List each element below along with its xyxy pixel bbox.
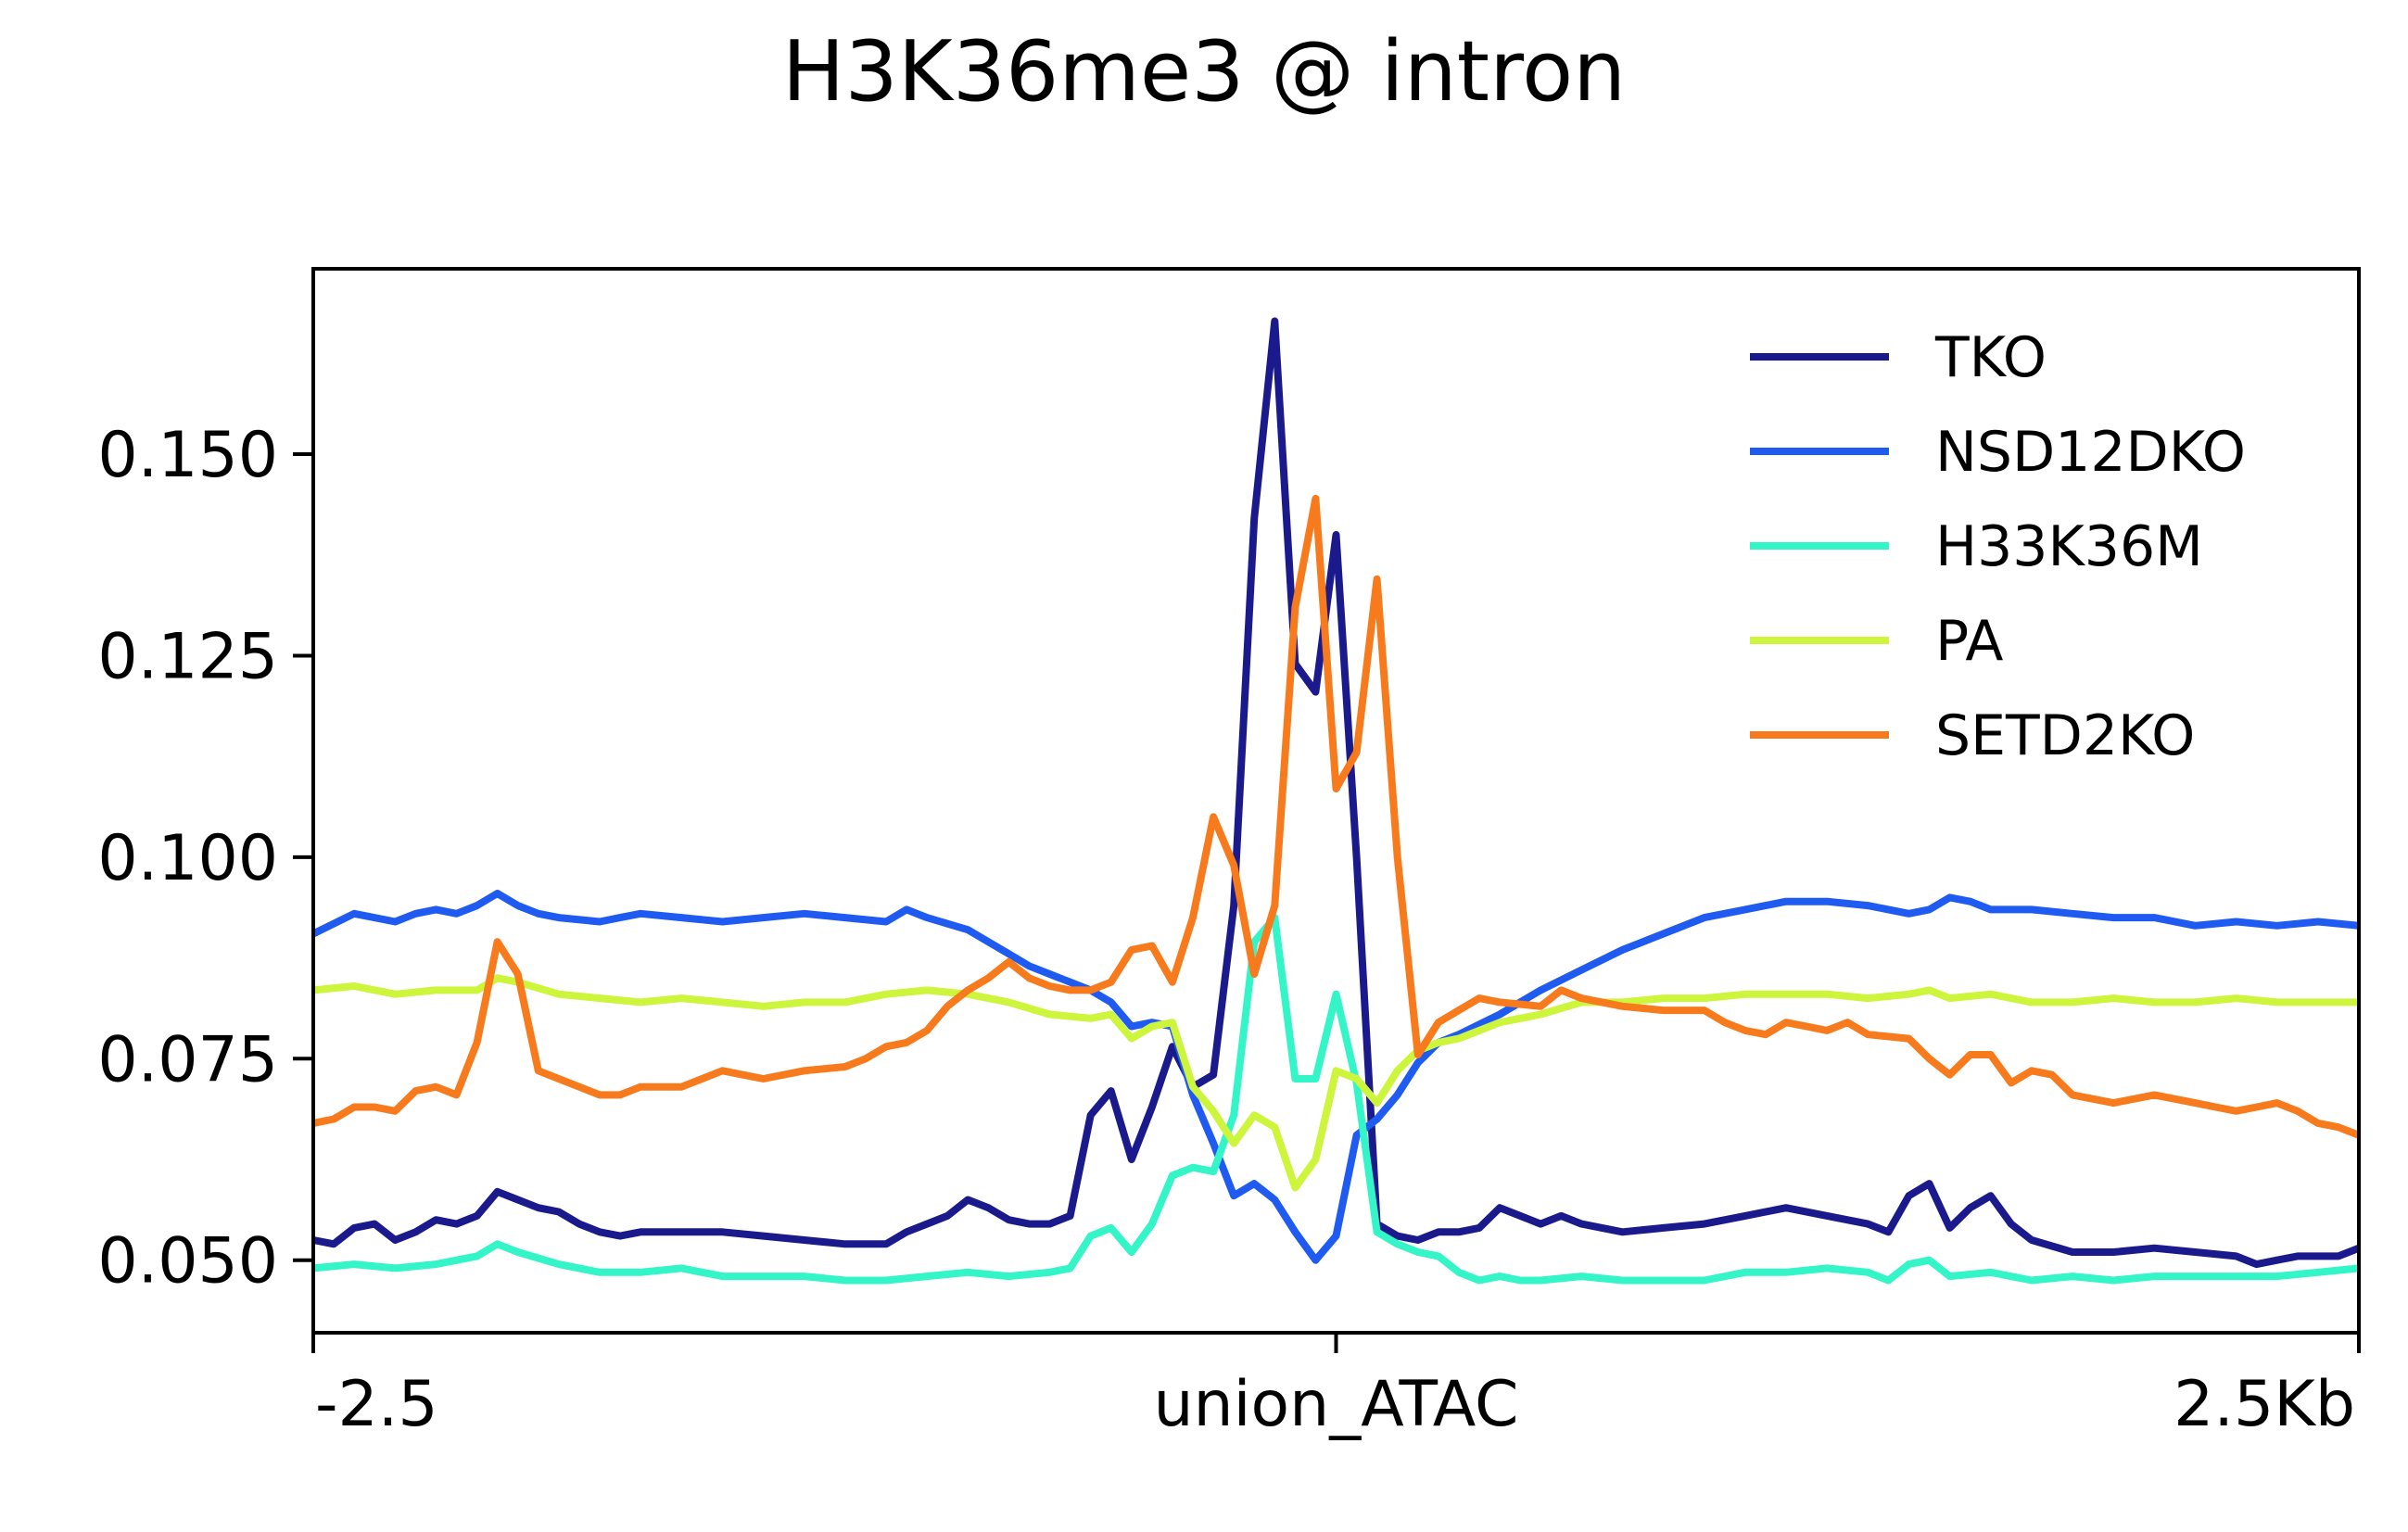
legend-label-tko: TKO [1934,325,2047,390]
series-line-pa [312,974,2359,1192]
series-line-h33k36m [312,914,2360,1285]
series-line-nsd12dko [311,890,2360,1264]
legend-label-nsd12dko: NSD12DKO [1935,420,2246,485]
y-tick-label: 0.100 [97,822,278,895]
legend-label-h33k36m: H33K36M [1935,514,2203,579]
legend-label-setd2ko: SETD2KO [1935,703,2195,768]
x-tick-label: 2.5Kb [2174,1368,2355,1441]
legend: TKO NSD12DKO H33K36M PA SETD2KO [1750,325,2246,768]
x-axis: -2.5 union_ATAC 2.5Kb [311,1333,2361,1441]
x-tick-label: union_ATAC [1153,1368,1518,1441]
plot-lines [311,317,2361,1285]
series-line-setd2ko [312,494,2361,1139]
x-tick-label: -2.5 [315,1368,438,1441]
y-tick-label: 0.050 [97,1225,278,1298]
legend-label-pa: PA [1935,609,2003,674]
y-axis: 0.050 0.075 0.100 0.125 0.150 [97,419,313,1298]
y-tick-label: 0.125 [97,620,278,693]
chart-title: H3K36me3 @ intron [782,23,1626,120]
series-line-tko [312,317,2361,1269]
y-tick-label: 0.150 [97,419,278,492]
y-tick-label: 0.075 [97,1023,278,1096]
